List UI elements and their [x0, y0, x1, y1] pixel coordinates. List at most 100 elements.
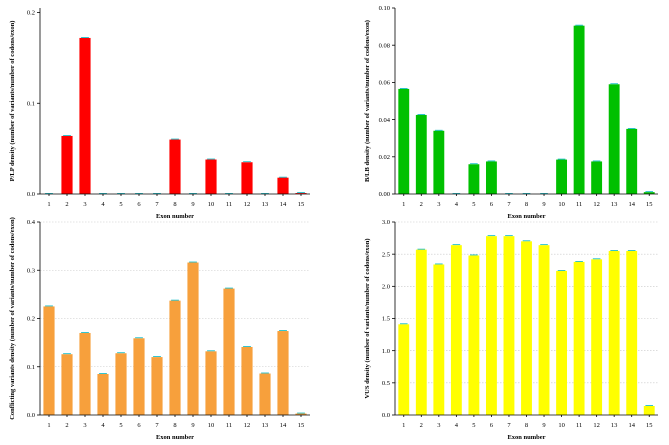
blb-y-axis-title: B/LB density (number of variants/number …	[364, 20, 371, 182]
blb-x-tick-label: 4	[455, 201, 459, 208]
blb-bar-3	[433, 130, 445, 194]
conflicting-bar-5	[115, 353, 127, 415]
vus-y-tick-label: 2.0	[382, 284, 390, 291]
vus-bar-13	[608, 250, 620, 415]
blb-y-tick-label: 0.04	[379, 117, 391, 124]
plp-bar-10	[205, 159, 217, 194]
vus-bar-1	[398, 324, 410, 415]
vus-bar-14	[626, 250, 638, 415]
vus-y-tick-label: 3.0	[382, 219, 390, 226]
blb-bar-11	[573, 25, 585, 195]
conflicting-y-tick-label: 0.4	[27, 219, 36, 226]
blb-density-chart: 0.000.020.040.060.080.101 2 3 4 5 6 7 8 9 10 11 12 1…	[364, 5, 658, 220]
conflicting-bar-1	[43, 306, 55, 415]
blb-x-tick-label: 7	[507, 201, 511, 208]
vus-bar-2	[415, 249, 427, 415]
vus-density-chart: 0.00.51.01.52.02.53.01 2 3 4 5 6 7 8 9 10 11 12 13 14…	[364, 219, 658, 441]
conflicting-bar-9	[187, 262, 199, 415]
conflicting-x-tick-label: 12	[244, 422, 251, 429]
vus-bar-15	[643, 405, 655, 415]
plp-x-tick-label: 9	[191, 201, 194, 208]
blb-x-tick-label: 5	[472, 201, 475, 208]
vus-bar-5	[468, 255, 480, 415]
vus-bar-3	[433, 264, 445, 415]
plp-x-tick-label: 6	[137, 201, 141, 208]
conflicting-x-tick-label: 10	[208, 422, 215, 429]
vus-y-tick-label: 0.0	[382, 412, 390, 419]
conflicting-x-tick-label: 2	[65, 422, 68, 429]
vus-bar-11	[573, 261, 585, 415]
blb-x-tick-label: 14	[628, 201, 635, 208]
vus-x-axis-title: Exon number	[507, 434, 545, 441]
conflicting-x-tick-label: 5	[119, 422, 122, 429]
vus-x-tick-label: 14	[628, 422, 635, 429]
plp-x-tick-label: 7	[155, 201, 159, 208]
vus-x-tick-label: 4	[455, 422, 459, 429]
blb-x-tick-label: 13	[611, 201, 618, 208]
vus-y-axis-title: VUS density (number of variants/number o…	[364, 238, 371, 398]
blb-y-tick-label: 0.06	[379, 80, 391, 87]
plp-x-tick-label: 11	[226, 201, 232, 208]
blb-x-tick-label: 6	[490, 201, 494, 208]
blb-x-tick-label: 8	[525, 201, 528, 208]
conflicting-y-tick-label: 0.3	[27, 267, 35, 274]
blb-bar-2	[415, 114, 427, 194]
plp-x-tick-label: 15	[298, 201, 305, 208]
conflicting-bar-7	[151, 357, 163, 415]
plp-bar-3	[79, 37, 91, 194]
vus-x-tick-label: 7	[507, 422, 511, 429]
plp-x-tick-label: 14	[280, 201, 287, 208]
blb-bar-6	[485, 161, 497, 194]
plp-bar-12	[241, 162, 253, 194]
plp-x-tick-label: 4	[101, 201, 105, 208]
plp-y-axis-title: P/LP density (number of variants/number …	[9, 21, 16, 182]
conflicting-bar-13	[259, 373, 271, 415]
vus-bar-10	[556, 270, 568, 415]
vus-x-tick-label: 8	[525, 422, 528, 429]
vus-x-tick-label: 5	[472, 422, 475, 429]
conflicting-y-axis-title: Conflicting variants density (number of …	[9, 217, 16, 420]
vus-bar-12	[591, 259, 603, 415]
conflicting-y-tick-label: 0.1	[27, 364, 35, 371]
plp-x-tick-label: 2	[65, 201, 68, 208]
conflicting-bar-6	[133, 338, 145, 415]
blb-bar-13	[608, 84, 620, 194]
blb-y-tick-label: 0.10	[379, 5, 390, 12]
vus-x-tick-label: 6	[490, 422, 494, 429]
conflicting-bar-15	[295, 413, 307, 415]
conflicting-x-tick-label: 14	[280, 422, 287, 429]
vus-x-tick-label: 1	[402, 422, 405, 429]
blb-bar-12	[591, 161, 603, 194]
blb-bar-10	[556, 159, 568, 194]
plp-x-axis-title: Exon number	[156, 213, 194, 220]
plp-x-tick-label: 10	[208, 201, 215, 208]
conflicting-x-tick-label: 4	[101, 422, 105, 429]
conflicting-bar-11	[223, 288, 235, 415]
plp-x-tick-label: 8	[173, 201, 176, 208]
conflicting-bar-3	[79, 332, 91, 415]
conflicting-x-tick-label: 13	[262, 422, 269, 429]
blb-x-axis-title: Exon number	[507, 213, 545, 220]
vus-bar-4	[450, 245, 462, 415]
blb-bar-15	[643, 192, 655, 194]
vus-y-tick-label: 0.5	[382, 380, 390, 387]
conflicting-bar-12	[241, 346, 253, 415]
vus-bar-9	[538, 245, 550, 415]
conflicting-density-chart: 0.00.10.20.30.41 2 3 4 5 6 7 8 9 10 11 12 13 14 15Exon…	[9, 217, 310, 441]
conflicting-x-axis-title: Exon number	[156, 434, 194, 441]
conflicting-bar-14	[277, 331, 289, 415]
plp-x-tick-label: 5	[119, 201, 122, 208]
plp-x-tick-label: 3	[83, 201, 86, 208]
vus-bar-8	[521, 241, 532, 415]
blb-x-tick-label: 11	[576, 201, 582, 208]
conflicting-bar-10	[205, 351, 217, 415]
blb-x-tick-label: 1	[402, 201, 405, 208]
blb-y-tick-label: 0.00	[379, 191, 390, 198]
conflicting-bar-8	[169, 300, 181, 415]
vus-bar-6	[485, 236, 497, 415]
blb-x-tick-label: 9	[542, 201, 545, 208]
vus-x-tick-label: 2	[420, 422, 423, 429]
blb-bar-1	[398, 88, 410, 194]
